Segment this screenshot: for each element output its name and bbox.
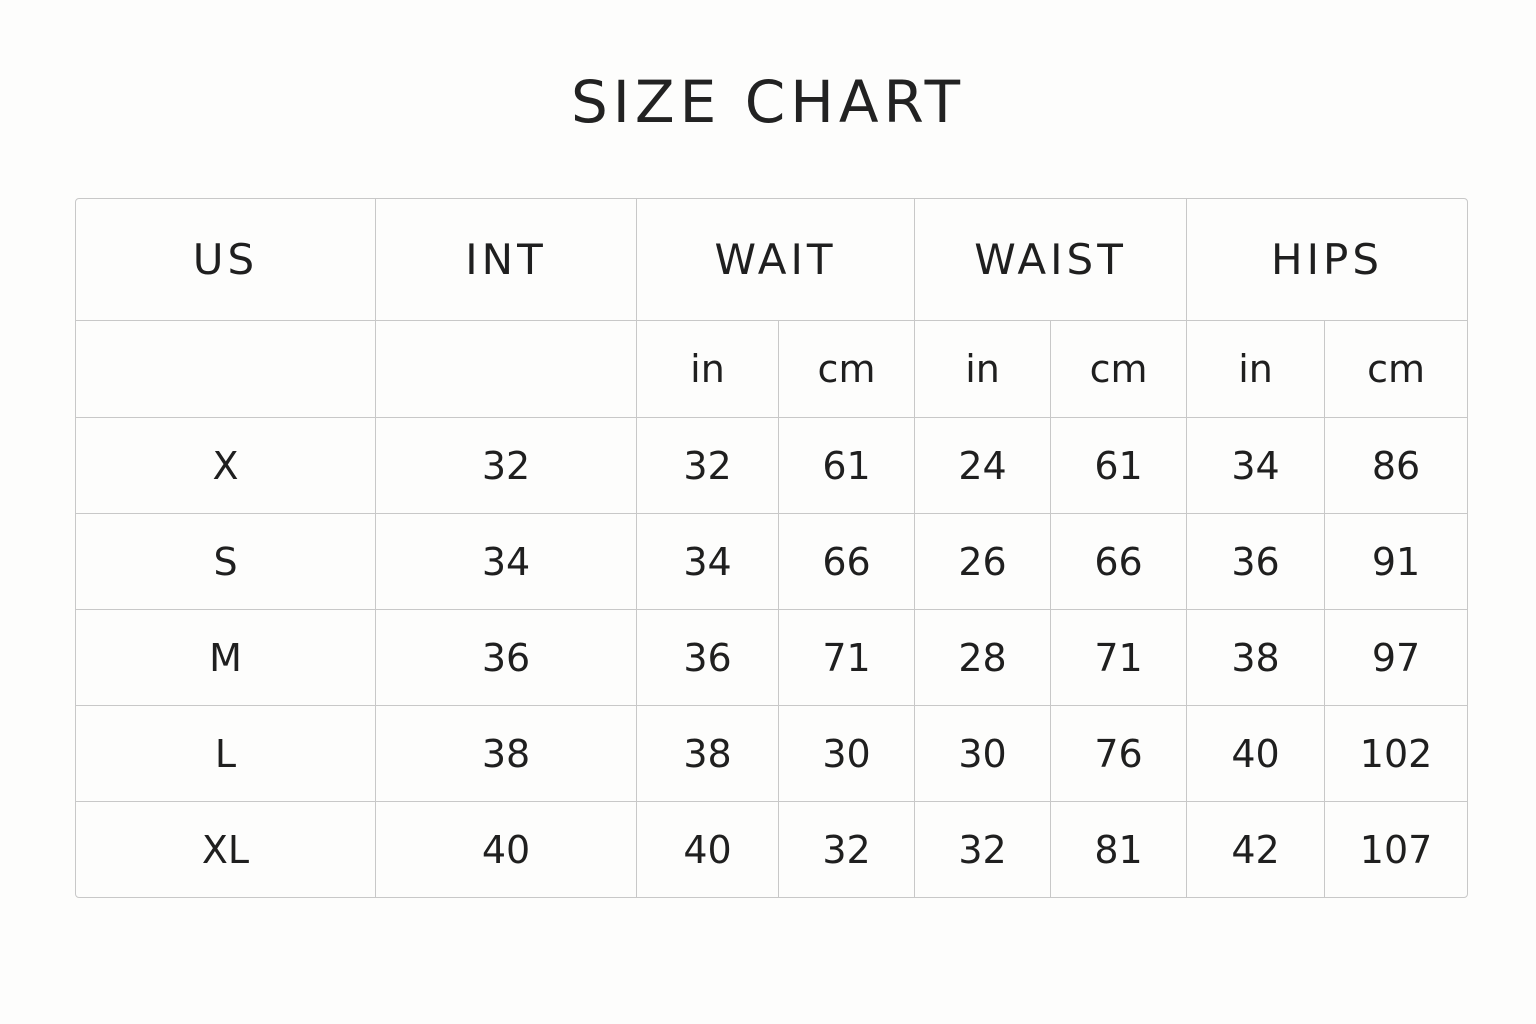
column-header: HIPS bbox=[1187, 199, 1468, 321]
size-label: S bbox=[76, 514, 376, 610]
table-cell: 61 bbox=[779, 418, 916, 514]
table-cell: 107 bbox=[1359, 827, 1433, 872]
column-header: US bbox=[76, 199, 376, 321]
table-row: XL 40 40 32 32 81 42 107 bbox=[76, 802, 1467, 897]
table-row: S 34 34 66 26 66 36 91 bbox=[76, 514, 1468, 610]
header-row: US INT WAIT WAIST HIPS bbox=[76, 199, 1468, 321]
unit-cell: in bbox=[915, 321, 1052, 418]
table-cell: 32 bbox=[779, 802, 916, 897]
table-cell: 66 bbox=[1051, 514, 1188, 610]
table-cell: 24 bbox=[915, 418, 1052, 514]
table-cell: 86 bbox=[1325, 418, 1468, 514]
table-cell: 42 bbox=[1187, 802, 1326, 897]
unit-cell bbox=[76, 321, 376, 418]
size-label: XL bbox=[76, 802, 376, 897]
table-row: M 36 36 71 28 71 38 97 bbox=[76, 610, 1468, 706]
table-row: L 38 38 30 30 76 40 102 bbox=[76, 706, 1468, 802]
table-cell: 81 bbox=[1051, 802, 1188, 897]
table-cell: 71 bbox=[1051, 610, 1188, 706]
table-cell: 34 bbox=[637, 514, 779, 610]
column-header: INT bbox=[376, 199, 637, 321]
table-cell: 76 bbox=[1051, 706, 1188, 802]
table-cell: 40 bbox=[637, 802, 779, 897]
table-cell: 38 bbox=[1187, 610, 1326, 706]
table-cell: 32 bbox=[376, 418, 637, 514]
table-cell: 36 bbox=[1187, 514, 1326, 610]
table-cell: 30 bbox=[779, 706, 916, 802]
column-header: WAIT bbox=[637, 199, 916, 321]
table-cell: 40 bbox=[1187, 706, 1326, 802]
table-cell: 38 bbox=[376, 706, 637, 802]
page-title: SIZE CHART bbox=[570, 68, 966, 136]
unit-cell bbox=[376, 321, 637, 418]
unit-cell: in bbox=[1187, 321, 1326, 418]
table-cell: 40 bbox=[376, 802, 637, 897]
size-label: L bbox=[76, 706, 376, 802]
table-cell: 32 bbox=[637, 418, 779, 514]
unit-cell: cm bbox=[779, 321, 916, 418]
units-row: in cm in cm in cm bbox=[76, 321, 1468, 418]
table-cell: 66 bbox=[779, 514, 916, 610]
table-row: X 32 32 61 24 61 34 86 bbox=[76, 418, 1468, 514]
unit-cell: cm bbox=[1051, 321, 1188, 418]
size-label: M bbox=[76, 610, 376, 706]
table-cell: 32 bbox=[915, 802, 1052, 897]
unit-cell: in bbox=[637, 321, 779, 418]
table-cell: 34 bbox=[376, 514, 637, 610]
table-cell: 28 bbox=[915, 610, 1052, 706]
table-cell: 97 bbox=[1325, 610, 1468, 706]
table-cell: 102 bbox=[1325, 706, 1468, 802]
table-cell: 30 bbox=[915, 706, 1052, 802]
unit-cell: cm bbox=[1325, 321, 1468, 418]
table-cell: 61 bbox=[1051, 418, 1188, 514]
column-header: WAIST bbox=[915, 199, 1188, 321]
table-cell: 71 bbox=[779, 610, 916, 706]
table-cell: 36 bbox=[637, 610, 779, 706]
table-cell: 91 bbox=[1325, 514, 1468, 610]
table-cell: 38 bbox=[637, 706, 779, 802]
size-table: US INT WAIT WAIST HIPS in cm in cm in cm X 32 32 61 24 6… bbox=[75, 198, 1469, 898]
size-label: X bbox=[76, 418, 376, 514]
table-cell: 26 bbox=[915, 514, 1052, 610]
table-cell: 36 bbox=[376, 610, 637, 706]
table-cell: 34 bbox=[1187, 418, 1326, 514]
